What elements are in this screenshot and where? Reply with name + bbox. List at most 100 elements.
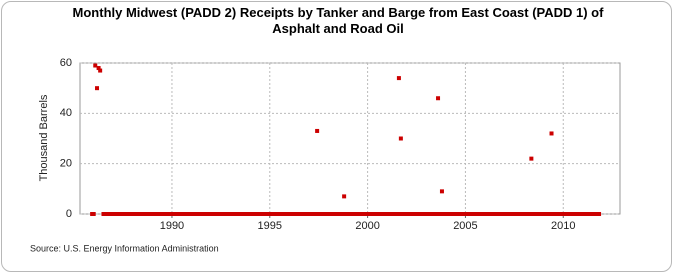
- point: [499, 212, 504, 216]
- point: [238, 212, 243, 216]
- point: [512, 212, 517, 216]
- point: [427, 212, 432, 216]
- point: [326, 212, 331, 216]
- point: [261, 212, 266, 216]
- y-tick-label: 40: [60, 107, 72, 119]
- point: [104, 212, 109, 216]
- point: [277, 212, 282, 216]
- point: [453, 212, 458, 216]
- point: [111, 212, 116, 216]
- point: [153, 212, 158, 216]
- point: [590, 212, 595, 216]
- x-tick-label: 2000: [355, 220, 379, 232]
- point: [368, 212, 373, 216]
- point: [124, 212, 129, 216]
- point: [209, 212, 214, 216]
- point: [303, 212, 308, 216]
- point: [349, 212, 354, 216]
- point: [352, 212, 357, 216]
- source: Source: U.S. Energy Information Administ…: [30, 243, 219, 253]
- x-tick-label: 2010: [551, 220, 575, 232]
- point: [176, 212, 181, 216]
- point: [320, 212, 325, 216]
- point: [443, 212, 448, 216]
- point: [420, 212, 425, 216]
- point: [489, 212, 494, 216]
- point: [218, 212, 223, 216]
- point: [424, 212, 429, 216]
- point: [496, 212, 501, 216]
- point: [597, 212, 602, 216]
- point: [274, 212, 279, 216]
- point: [541, 212, 546, 216]
- point: [199, 212, 204, 216]
- point: [114, 212, 119, 216]
- point: [254, 212, 259, 216]
- point: [101, 212, 106, 216]
- point: [456, 212, 461, 216]
- point: [538, 212, 543, 216]
- point: [127, 212, 132, 216]
- point: [580, 212, 585, 216]
- point: [235, 212, 240, 216]
- point: [163, 212, 168, 216]
- y-tick-label: 60: [60, 57, 72, 69]
- point: [375, 212, 380, 216]
- point: [434, 212, 439, 216]
- point: [306, 212, 311, 216]
- point: [222, 212, 227, 216]
- point: [267, 212, 272, 216]
- point: [183, 212, 188, 216]
- point: [244, 212, 249, 216]
- point: [561, 212, 566, 216]
- point: [121, 212, 126, 216]
- y-tick-label: 20: [60, 158, 72, 170]
- point: [355, 212, 360, 216]
- point: [241, 212, 246, 216]
- point: [332, 212, 337, 216]
- point: [411, 212, 416, 216]
- point: [549, 131, 554, 136]
- point: [293, 212, 298, 216]
- x-tick-label: 1995: [258, 220, 282, 232]
- point: [518, 212, 523, 216]
- point: [515, 212, 520, 216]
- point: [551, 212, 556, 216]
- point: [173, 212, 178, 216]
- point: [440, 212, 445, 216]
- point: [372, 212, 377, 216]
- point: [557, 212, 562, 216]
- point: [143, 212, 148, 216]
- point: [401, 212, 406, 216]
- point: [450, 212, 455, 216]
- point: [528, 212, 533, 216]
- point: [323, 212, 328, 216]
- point: [147, 212, 152, 216]
- point: [251, 212, 256, 216]
- point: [469, 212, 474, 216]
- point: [107, 212, 112, 216]
- point: [531, 212, 536, 216]
- point: [264, 212, 269, 216]
- point: [466, 212, 471, 216]
- point: [287, 212, 292, 216]
- point: [430, 212, 435, 216]
- point: [215, 212, 220, 216]
- point: [202, 212, 207, 216]
- point: [186, 212, 191, 216]
- point: [310, 212, 315, 216]
- point: [346, 212, 351, 216]
- point: [137, 212, 142, 216]
- point: [96, 66, 101, 71]
- point: [593, 212, 598, 216]
- point: [231, 212, 236, 216]
- point: [258, 212, 262, 216]
- point: [134, 212, 139, 216]
- point: [535, 212, 540, 216]
- point: [391, 212, 396, 216]
- y-axis-label: Thousand Barrels: [38, 94, 50, 181]
- point: [522, 212, 527, 216]
- point: [577, 212, 582, 216]
- point: [548, 212, 553, 216]
